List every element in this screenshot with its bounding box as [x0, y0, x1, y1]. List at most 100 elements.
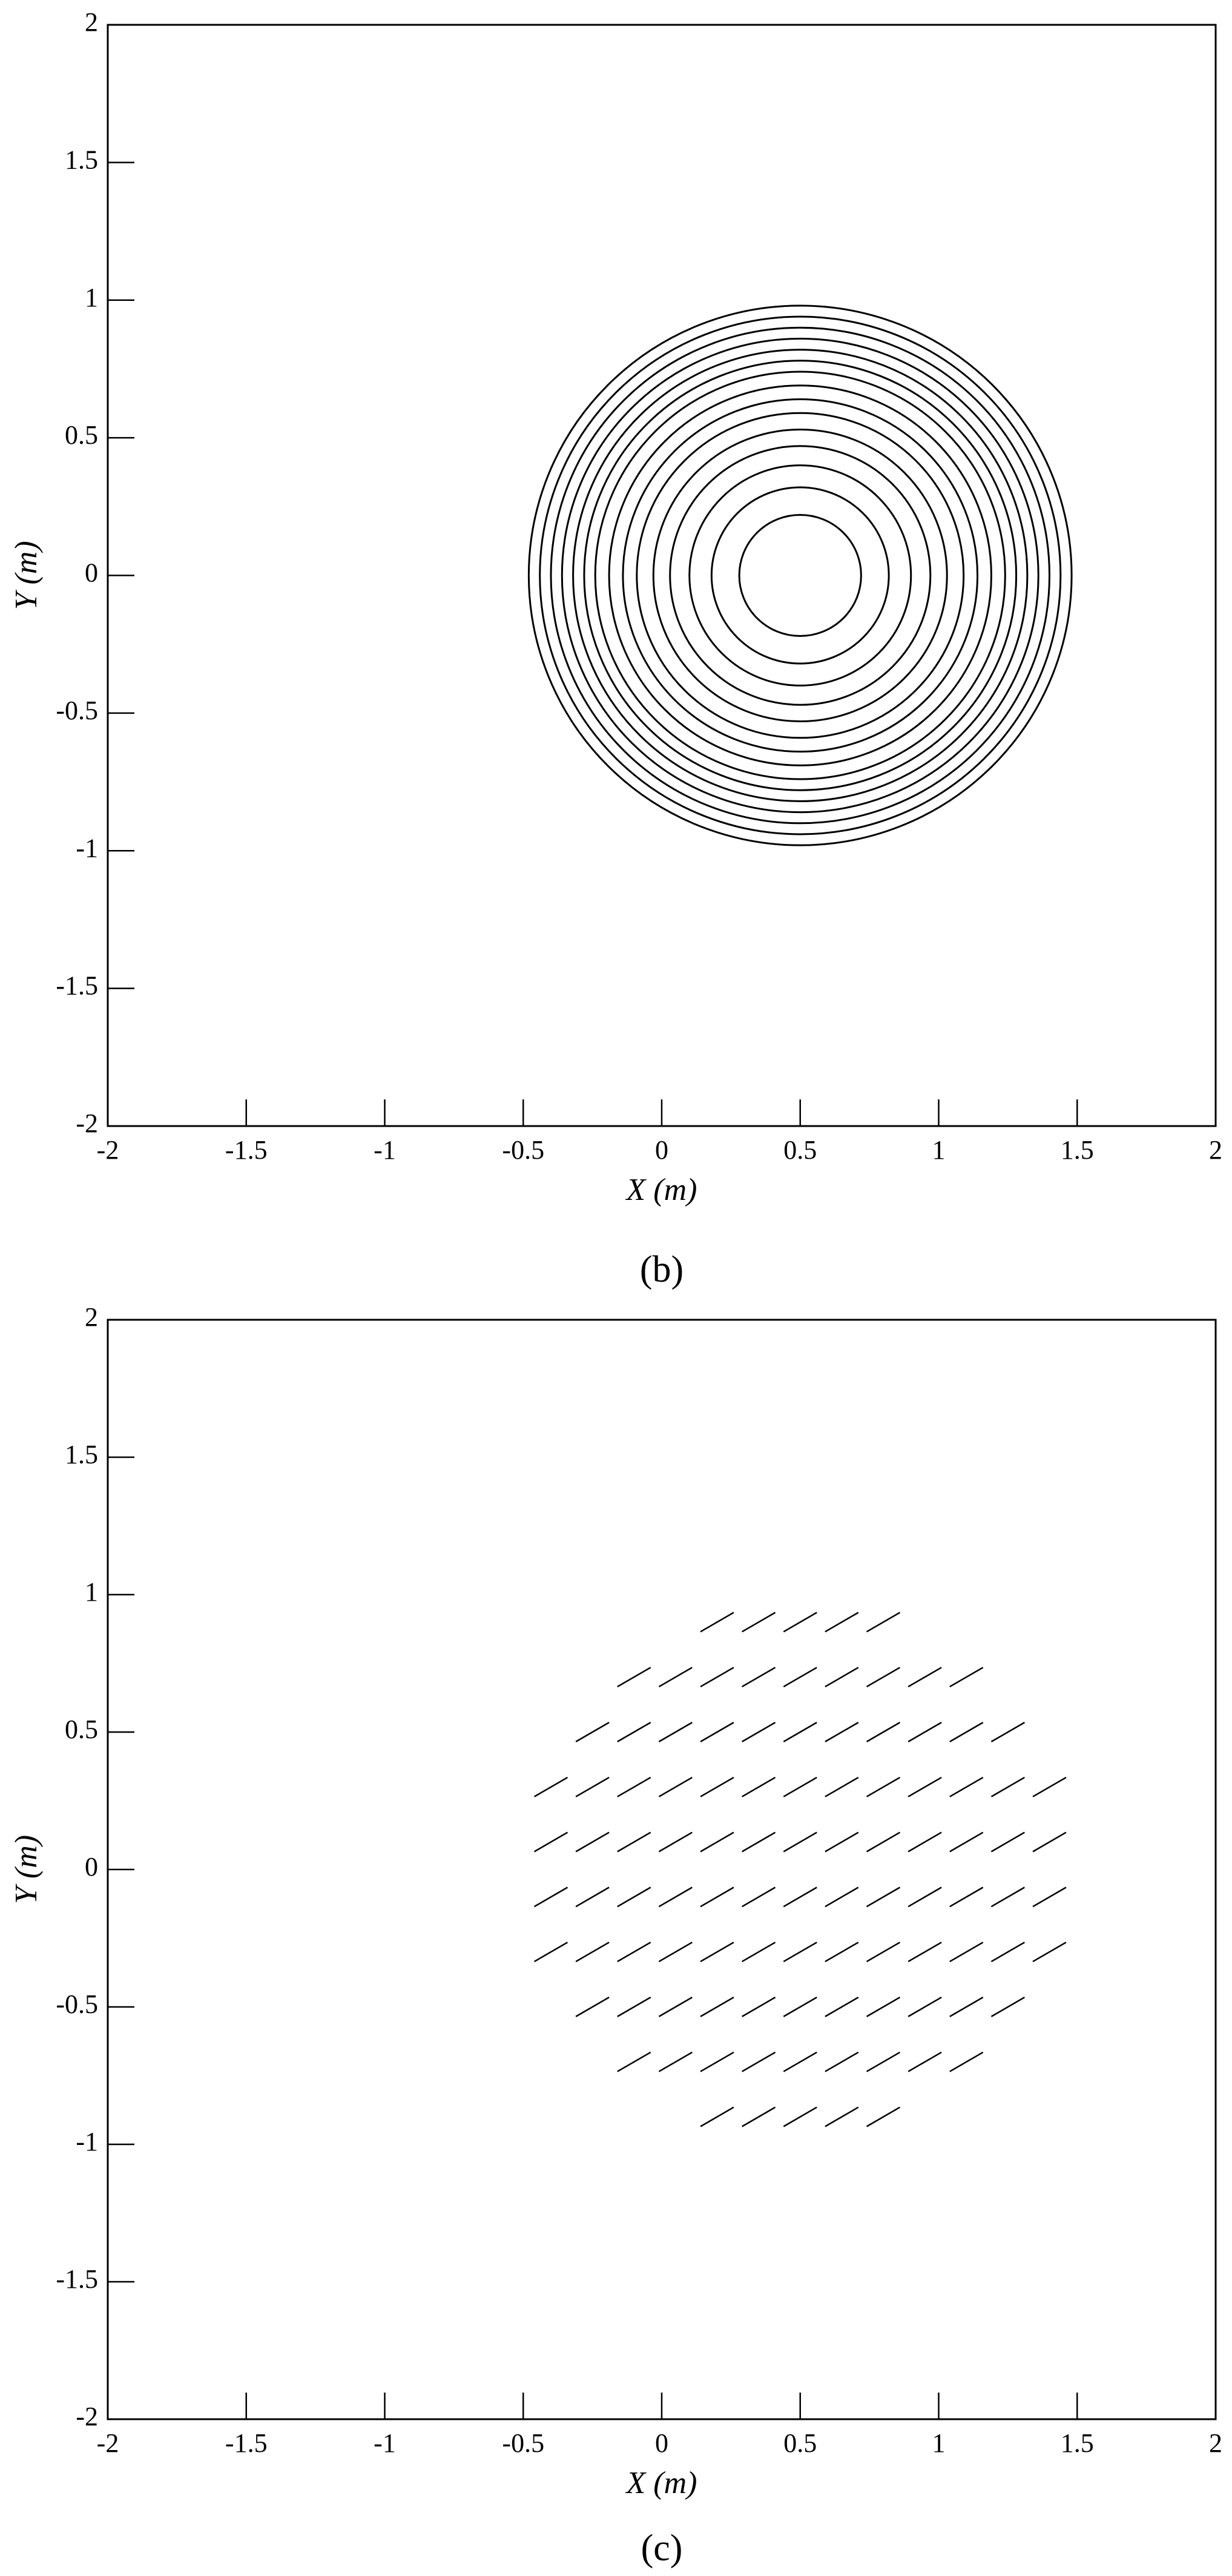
- x-tick-label: -1: [374, 1135, 396, 1165]
- vector-segment: [908, 2051, 942, 2072]
- vector-segment: [783, 1612, 817, 1633]
- x-tick-label: 2: [1209, 2428, 1222, 2458]
- vector-segment: [783, 1776, 817, 1797]
- vector-segment: [658, 1722, 693, 1742]
- y-tick-label: -0.5: [56, 1989, 98, 2019]
- y-tick-label: 0.5: [65, 1715, 98, 1744]
- vector-segment: [990, 1831, 1025, 1853]
- x-tick-label: -2: [97, 2428, 119, 2458]
- contour-circle: [572, 349, 1029, 802]
- vector-segment: [575, 1886, 610, 1908]
- vector-segment: [783, 1831, 817, 1853]
- x-tick-label: 1.5: [1061, 1135, 1094, 1165]
- contour-circle: [622, 398, 979, 753]
- x-tick-label: -1.5: [225, 2428, 268, 2458]
- vector-segment: [825, 1722, 859, 1742]
- vector-segment: [1032, 1831, 1067, 1853]
- vector-segment: [825, 1667, 859, 1688]
- x-tick-label: -0.5: [502, 2428, 544, 2458]
- caption: (b): [640, 1249, 684, 1290]
- contour-circle: [710, 486, 890, 665]
- vector-segment: [533, 1831, 568, 1853]
- contour-circle: [583, 360, 1018, 791]
- y-tick-label: 1.5: [65, 145, 98, 174]
- vector-segment: [575, 1722, 610, 1742]
- x-tick-label: -2: [97, 1135, 119, 1165]
- vector-segment: [866, 1667, 901, 1688]
- vector-segment: [990, 1886, 1025, 1908]
- y-tick-label: -1.5: [56, 2264, 98, 2294]
- vector-segment: [617, 1942, 651, 1963]
- x-tick-label: 1.5: [1061, 2428, 1094, 2458]
- vector-segment: [742, 1612, 776, 1633]
- contour-circle: [636, 412, 965, 739]
- y-tick-label: 1: [85, 283, 98, 312]
- vector-segment: [949, 1831, 984, 1853]
- vector-segment: [866, 1942, 901, 1963]
- vector-segment: [990, 1942, 1025, 1963]
- vector-segment: [533, 1776, 568, 1797]
- vector-segment: [783, 1886, 817, 1908]
- vector-segment: [742, 1667, 776, 1688]
- contour-circle: [652, 428, 948, 723]
- vector-segment: [700, 1997, 734, 2017]
- vector-segment: [533, 1942, 568, 1963]
- y-tick-label: -2: [76, 1108, 98, 1138]
- vector-segment: [700, 2051, 734, 2072]
- vector-segment: [658, 1831, 693, 1853]
- vector-segment: [949, 1667, 984, 1688]
- vector-segment: [742, 1997, 776, 2017]
- vector-segment: [949, 2051, 984, 2072]
- vector-segment: [866, 1776, 901, 1797]
- vector-segment: [658, 1776, 693, 1797]
- vector-segment: [575, 1942, 610, 1963]
- vector-segment: [783, 2106, 817, 2127]
- vector-segment: [949, 1997, 984, 2017]
- vector-segment: [1032, 1886, 1067, 1908]
- vector-segment: [700, 1722, 734, 1742]
- contour-circle: [669, 445, 932, 706]
- vector-segment: [742, 1942, 776, 1963]
- y-tick-label: 1.5: [65, 1440, 98, 1469]
- vector-segment: [700, 1942, 734, 1963]
- vector-segment: [700, 1612, 734, 1633]
- vector-segment: [742, 2106, 776, 2127]
- vector-segment: [866, 1997, 901, 2017]
- x-tick-label: -1: [374, 2428, 396, 2458]
- x-tick-label: 2: [1209, 1135, 1222, 1165]
- vector-segment: [1032, 1942, 1067, 1963]
- vector-segment: [949, 1942, 984, 1963]
- x-tick-label: 1: [932, 1135, 946, 1165]
- contour-circle: [561, 337, 1039, 814]
- vector-segment: [783, 1942, 817, 1963]
- x-tick-label: -1.5: [225, 1135, 268, 1165]
- vector-segment: [742, 1886, 776, 1908]
- vector-segment: [700, 1667, 734, 1688]
- contour-circle: [594, 371, 1006, 780]
- vector-segment: [866, 2051, 901, 2072]
- x-tick-label: 1: [932, 2428, 946, 2458]
- contour-circle: [738, 513, 862, 637]
- vector-segment: [742, 2051, 776, 2072]
- vector-segment: [990, 1776, 1025, 1797]
- vector-segment: [617, 1997, 651, 2017]
- y-tick-label: 0: [85, 558, 98, 588]
- vector-segment: [990, 1997, 1025, 2017]
- vector-segment: [825, 2106, 859, 2127]
- vector-segment: [617, 1831, 651, 1853]
- x-tick-label: 0.5: [783, 2428, 817, 2458]
- vector-segment: [575, 1997, 610, 2017]
- y-tick-label: 0: [85, 1852, 98, 1882]
- plot-frame: [107, 1319, 1217, 2420]
- vector-segment: [908, 1997, 942, 2017]
- contour-circle: [688, 464, 912, 687]
- vector-segment: [825, 1612, 859, 1633]
- vector-segment: [575, 1831, 610, 1853]
- vector-segment: [742, 1776, 776, 1797]
- vector-segment: [658, 1667, 693, 1688]
- vector-segment: [949, 1886, 984, 1908]
- y-tick-label: 2: [85, 7, 98, 37]
- vector-segment: [866, 1831, 901, 1853]
